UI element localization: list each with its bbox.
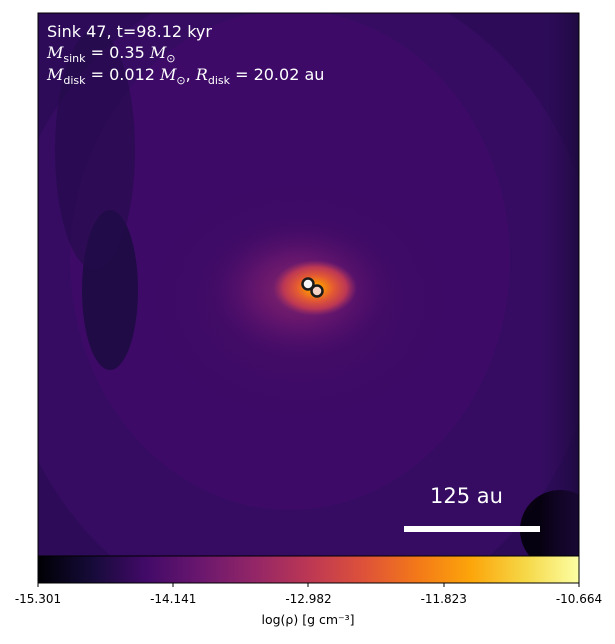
msink-unit: M [149, 43, 167, 62]
rdisk-value: = 20.02 au [235, 65, 325, 84]
colorbar [37, 555, 580, 584]
sink-primary-marker [301, 277, 315, 291]
annotation-msink: Msink = 0.35 M⊙ [47, 43, 175, 68]
scale-bar-label: 125 au [430, 484, 503, 508]
sink-secondary-marker [310, 284, 324, 298]
rdisk-symbol: R [195, 65, 208, 84]
colorbar-tick-label: -12.982 [285, 592, 332, 606]
colorbar-tick-label: -11.823 [420, 592, 467, 606]
colorbar-tick-label: -15.301 [14, 592, 62, 606]
rdisk-sub: disk [207, 74, 230, 88]
msink-sub: sink [63, 52, 86, 66]
colorbar-tick-label: -14.141 [150, 592, 197, 606]
mdisk-unit: M [160, 65, 177, 84]
mdisk-sub: disk [63, 74, 86, 88]
annotation-title: Sink 47, t=98.12 kyr [47, 22, 212, 41]
msink-symbol: M [47, 43, 64, 62]
sun-symbol: ⊙ [166, 52, 176, 66]
msink-value: = 0.35 [90, 43, 145, 62]
mdisk-value: = 0.012 [90, 65, 155, 84]
scale-bar [404, 526, 540, 532]
mdisk-symbol: M [47, 65, 64, 84]
sun-symbol-2: ⊙ [176, 74, 186, 88]
annotation-disk: Mdisk = 0.012 M⊙, Rdisk = 20.02 au [47, 65, 325, 88]
annotation-line1: Sink 47, t=98.12 kyr [47, 22, 212, 41]
heatmap-panel [38, 13, 579, 556]
colorbar-tick-label: -10.664 [555, 592, 603, 606]
colorbar-ticks [37, 583, 580, 587]
colorbar-label: log(ρ) [g cm⁻³] [261, 612, 355, 627]
